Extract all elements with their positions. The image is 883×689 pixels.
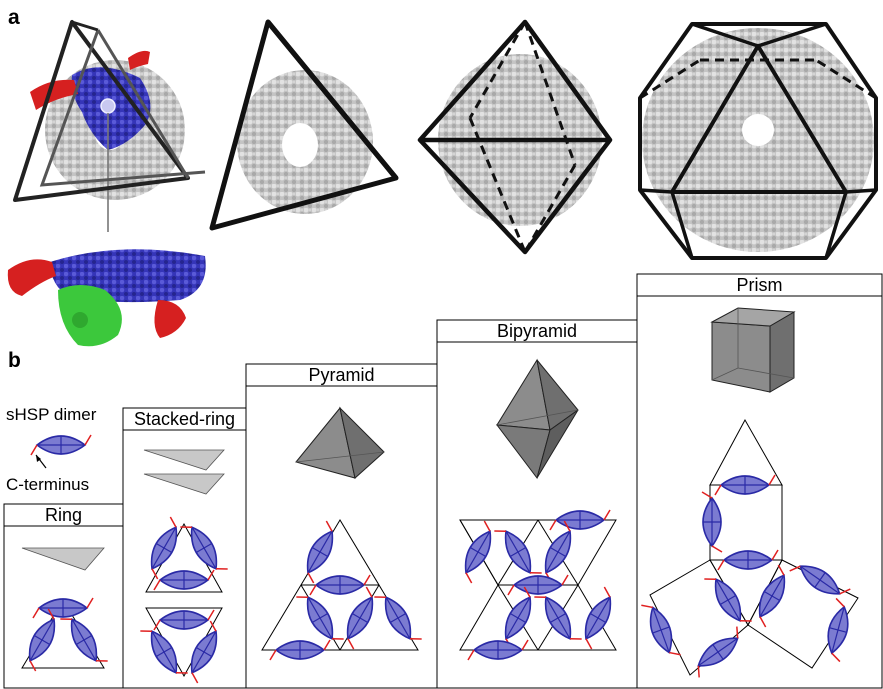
panel-a-structure-1 [13,20,206,232]
panel-a-side-view [7,249,206,347]
column-stacked-ring: Stacked-ring [122,407,247,689]
column-bipyramid: Bipyramid [436,319,638,689]
panel-a-structure-2 [209,19,399,231]
column-prism: Prism [636,273,883,689]
panel-b-label: b [8,349,21,372]
column-title-bipyramid: Bipyramid [497,321,577,341]
ring-plate [21,547,105,571]
prism-solid [710,307,796,393]
legend-dimer-label: sHSP dimer [6,405,97,424]
legend-cterm-label: C-terminus [6,475,89,494]
legend-dimer-glyph [30,434,92,456]
column-title-pyramid: Pyramid [308,365,374,385]
pyramid-solid [295,406,385,479]
panel-a-label: a [8,6,20,29]
bipyramid-solid [495,358,579,480]
column-pyramid: Pyramid [245,363,438,689]
column-title-prism: Prism [737,275,783,295]
legend: sHSP dimer C-terminus [6,405,97,494]
column-title-ring: Ring [45,505,82,525]
panel-a-structure-4 [638,22,878,260]
panel-a-structure-3 [417,19,613,255]
column-ring: Ring [3,503,124,689]
column-title-stacked-ring: Stacked-ring [134,409,235,429]
